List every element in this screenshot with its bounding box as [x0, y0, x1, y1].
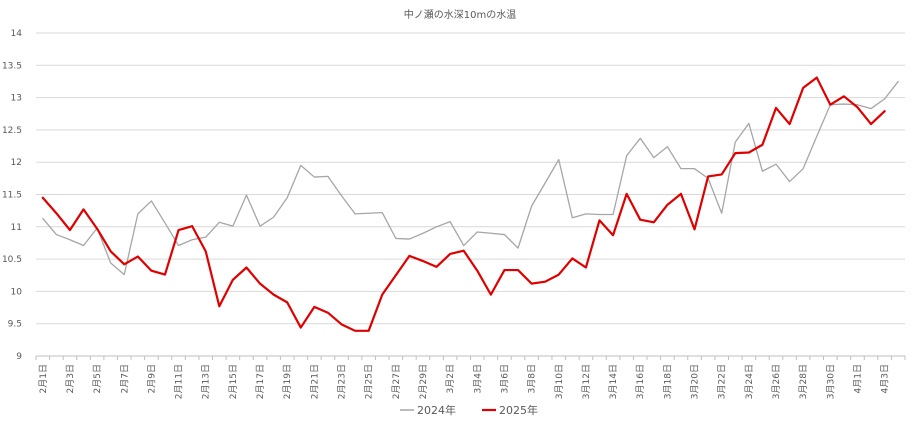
- y-tick-label: 12.5: [2, 126, 22, 136]
- x-tick-label: 2月21日: [309, 364, 320, 399]
- x-tick-label: 2月11日: [174, 364, 185, 399]
- x-tick-label: 2月23日: [337, 364, 348, 399]
- y-tick-label: 13: [11, 94, 22, 104]
- chart-title: 中ノ瀬の水深10mの水温: [404, 8, 516, 21]
- x-tick-label: 2月1日: [38, 364, 49, 393]
- x-tick-label: 3月28日: [798, 364, 809, 399]
- x-tick-label: 3月20日: [690, 364, 701, 399]
- x-tick-label: 2月19日: [282, 364, 293, 399]
- y-tick-label: 11: [11, 223, 22, 233]
- x-tick-label: 3月2日: [445, 364, 456, 393]
- x-tick-label: 3月30日: [825, 364, 836, 399]
- x-tick-label: 4月3日: [880, 364, 891, 393]
- series-line-2024年: [42, 80, 899, 276]
- x-tick-label: 3月16日: [635, 364, 646, 399]
- x-tick-label: 2月17日: [255, 364, 266, 399]
- x-tick-label: 3月26日: [771, 364, 782, 399]
- y-tick-label: 13.5: [2, 61, 22, 71]
- series-layer: [41, 76, 899, 332]
- y-tick-label: 9.5: [8, 320, 22, 330]
- x-axis: [35, 355, 906, 360]
- y-axis-ticks: 9 9.5 10 10.5 11 11.5 12 12.5 13 13.5 14: [2, 29, 22, 362]
- y-tick-label: 9: [16, 352, 22, 362]
- x-tick-label: 2月9日: [146, 364, 157, 393]
- x-tick-label: 3月14日: [608, 364, 619, 399]
- y-tick-label: 12: [11, 158, 22, 168]
- x-tick-label: 2月27日: [391, 364, 402, 399]
- gridlines: [36, 32, 905, 325]
- x-tick-label: 2月13日: [201, 364, 212, 399]
- x-tick-label: 2月3日: [65, 364, 76, 393]
- legend-label: 2024年: [417, 403, 456, 417]
- x-tick-label: 4月1日: [852, 364, 863, 393]
- x-tick-label: 3月6日: [499, 364, 510, 393]
- x-tick-label: 2月29日: [418, 364, 429, 399]
- x-tick-label: 3月24日: [744, 364, 755, 399]
- x-tick-label: 3月18日: [662, 364, 673, 399]
- legend-label: 2025年: [499, 403, 538, 417]
- y-tick-label: 10: [11, 287, 23, 297]
- y-tick-label: 11.5: [2, 191, 22, 201]
- x-tick-label: 2月15日: [228, 364, 239, 399]
- y-tick-label: 14: [11, 29, 23, 39]
- x-tick-label: 3月4日: [472, 364, 483, 393]
- y-tick-label: 10.5: [2, 255, 22, 265]
- series-line-2025年: [41, 76, 886, 332]
- x-tick-label: 3月12日: [581, 364, 592, 399]
- legend: 2024年 2025年: [400, 403, 538, 417]
- x-tick-label: 3月22日: [717, 364, 728, 399]
- x-tick-label: 2月5日: [92, 364, 103, 393]
- x-tick-label: 2月25日: [364, 364, 375, 399]
- x-axis-ticks: 2月1日 2月3日 2月5日 2月7日 2月9日 2月11日 2月13日 2月15日 2月17日…: [38, 364, 891, 399]
- x-tick-label: 2月7日: [119, 364, 130, 393]
- x-tick-label: 3月10日: [554, 364, 565, 399]
- x-tick-label: 3月8日: [527, 364, 538, 393]
